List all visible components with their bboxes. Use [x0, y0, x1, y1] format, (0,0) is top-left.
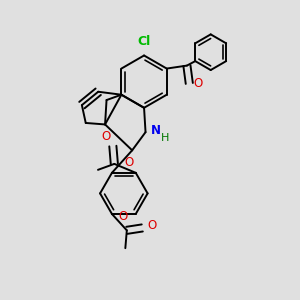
Text: O: O [148, 219, 157, 232]
Text: O: O [102, 130, 111, 143]
Text: Cl: Cl [137, 35, 151, 48]
Text: N: N [151, 124, 161, 137]
Text: O: O [124, 156, 133, 169]
Text: O: O [194, 77, 203, 90]
Text: H: H [161, 133, 170, 142]
Text: O: O [118, 210, 128, 223]
